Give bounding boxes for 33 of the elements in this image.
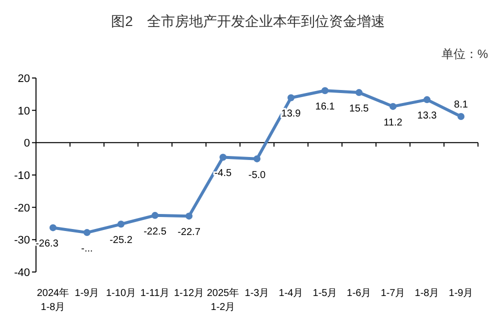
y-tick-label: 10 — [18, 105, 30, 118]
x-tick-label: 1-5月 — [312, 288, 338, 299]
x-tick-label: 1-9月 — [448, 288, 474, 299]
x-tick-label: 1-3月 — [244, 288, 270, 299]
x-tick-label: 1-7月 — [380, 288, 406, 299]
y-tick-label: -40 — [14, 267, 30, 279]
data-label: 13.3 — [417, 110, 437, 122]
data-label: -5.0 — [248, 170, 266, 181]
data-label: -4.5 — [214, 168, 232, 180]
x-tick-label: 1-4月 — [278, 288, 304, 299]
data-label: -22.7 — [178, 227, 200, 238]
y-tick-label: 0 — [24, 138, 30, 150]
y-tick-label: -30 — [14, 234, 30, 247]
data-label: 16.1 — [315, 102, 335, 113]
title: 图2 全市房地产开发企业本年到位资金增速 — [111, 13, 385, 29]
data-label: 8.1 — [454, 99, 468, 110]
x-tick-label: 1-8月 — [414, 288, 440, 299]
x-tick-label: 1-12月 — [174, 288, 204, 299]
x-tick-label: 1-6月 — [346, 288, 372, 299]
y-tick-label: -10 — [14, 170, 30, 182]
y-tick-label: -20 — [14, 202, 30, 214]
data-label: -22.5 — [144, 226, 166, 238]
data-label: 15.5 — [349, 104, 369, 115]
y-tick-label: 20 — [18, 73, 30, 85]
x-tick-label: 1-10月 — [106, 288, 136, 299]
data-label: -25.2 — [110, 235, 132, 246]
data-label: -... — [81, 244, 93, 255]
annotation: 单位：% — [441, 47, 488, 61]
x-tick-label: 2024年 1-8月 — [36, 287, 70, 313]
data-label: 11.2 — [384, 117, 402, 128]
x-tick-label: 1-11月 — [140, 288, 170, 299]
x-tick-label: 2025年 1-2月 — [206, 287, 240, 313]
x-tick-label: 1-9月 — [74, 288, 100, 299]
